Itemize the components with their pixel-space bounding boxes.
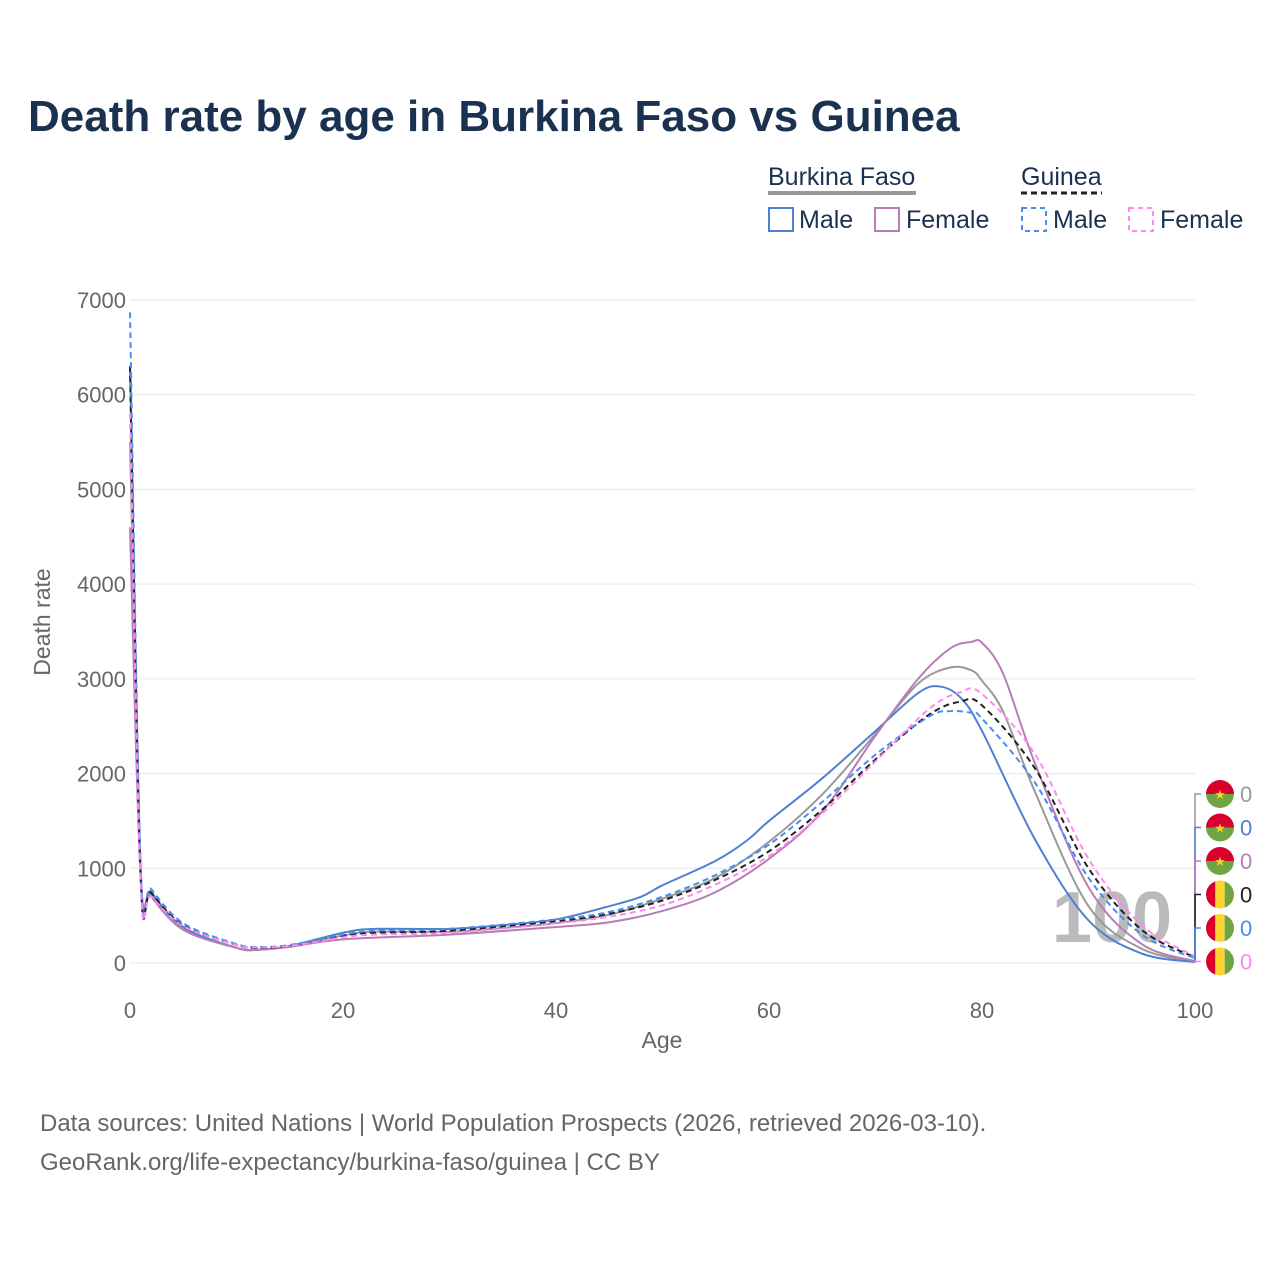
y-tick-label: 2000 (77, 762, 126, 787)
series-line-guinea-male (129, 312, 1196, 960)
legend-swatch-gn-male (1021, 207, 1047, 232)
y-axis-label: Death rate (29, 568, 55, 675)
guinea-flag-icon (1206, 947, 1234, 976)
end-value-label: 0 (1240, 916, 1252, 941)
end-connector (1194, 960, 1201, 963)
flag-yellow-band (1215, 947, 1225, 976)
x-tick-label: 80 (970, 998, 994, 1023)
flag-green-half (1206, 861, 1234, 875)
guinea-flag-icon (1206, 914, 1234, 942)
y-tick-label: 6000 (77, 383, 126, 408)
guinea-flag-icon (1206, 880, 1234, 909)
x-tick-label: 20 (331, 998, 355, 1023)
flag-green-half (1206, 794, 1234, 808)
legend-swatch-bf-male (768, 207, 794, 232)
y-tick-label: 0 (114, 951, 126, 976)
burkina-faso-flag-icon: ★ (1206, 847, 1234, 875)
end-connector (1194, 793, 1201, 963)
y-tick-label: 1000 (77, 856, 126, 881)
flag-green-band (1224, 947, 1234, 976)
flag-red-band (1206, 880, 1216, 909)
end-value-label: 0 (1240, 849, 1252, 874)
burkina-faso-flag-icon: ★ (1206, 813, 1234, 842)
end-value-label: 0 (1240, 782, 1252, 807)
series-line-guinea-female (129, 413, 1196, 958)
end-connector (1194, 860, 1201, 963)
x-axis-label: Age (642, 1027, 683, 1053)
legend-swatch-gn-female (1128, 207, 1154, 232)
flag-yellow-band (1215, 880, 1225, 909)
star-icon: ★ (1214, 821, 1226, 836)
source-line-1: Data sources: United Nations | World Pop… (40, 1110, 987, 1137)
flag-yellow-band (1215, 914, 1225, 942)
flag-green-band (1224, 880, 1234, 909)
legend-swatch-bf-female (874, 207, 900, 232)
flag-red-half (1206, 847, 1234, 861)
end-value-label: 0 (1240, 883, 1252, 908)
x-tick-label: 100 (1177, 998, 1214, 1023)
burkina-faso-flag-icon: ★ (1206, 780, 1234, 808)
x-tick-label: 0 (124, 998, 136, 1023)
series-line-burkina-faso-male (129, 366, 1196, 964)
chart-title: Death rate by age in Burkina Faso vs Gui… (28, 92, 960, 141)
flag-green-half (1206, 827, 1234, 842)
star-icon: ★ (1214, 854, 1226, 869)
legend-gn-male: Male (1053, 206, 1108, 234)
y-tick-label: 7000 (77, 288, 126, 313)
series-line-guinea (129, 366, 1196, 959)
flag-red-half (1206, 780, 1234, 794)
legend-group-guinea: Guinea (1021, 163, 1102, 191)
legend-group-burkina-faso: Burkina Faso (768, 163, 916, 191)
y-tick-label: 5000 (77, 477, 126, 502)
star-icon: ★ (1214, 787, 1226, 802)
end-connector (1194, 927, 1201, 963)
end-value-label: 0 (1240, 816, 1252, 841)
flag-red-band (1206, 947, 1216, 976)
flag-red-band (1206, 914, 1216, 942)
x-tick-label: 40 (544, 998, 568, 1023)
flag-green-band (1224, 914, 1234, 942)
legend-bf-male: Male (799, 206, 854, 234)
series-line-burkina-faso-female (129, 527, 1196, 963)
y-tick-label: 3000 (77, 667, 126, 692)
legend-bf-female: Female (906, 206, 990, 234)
legend-gn-female: Female (1160, 206, 1244, 234)
x-tick-label: 60 (757, 998, 781, 1023)
source-line-2: GeoRank.org/life-expectancy/burkina-faso… (40, 1149, 660, 1176)
series-line-burkina-faso (129, 442, 1196, 963)
end-value-label: 0 (1240, 950, 1252, 975)
y-tick-label: 4000 (77, 572, 126, 597)
flag-red-half (1206, 813, 1234, 828)
